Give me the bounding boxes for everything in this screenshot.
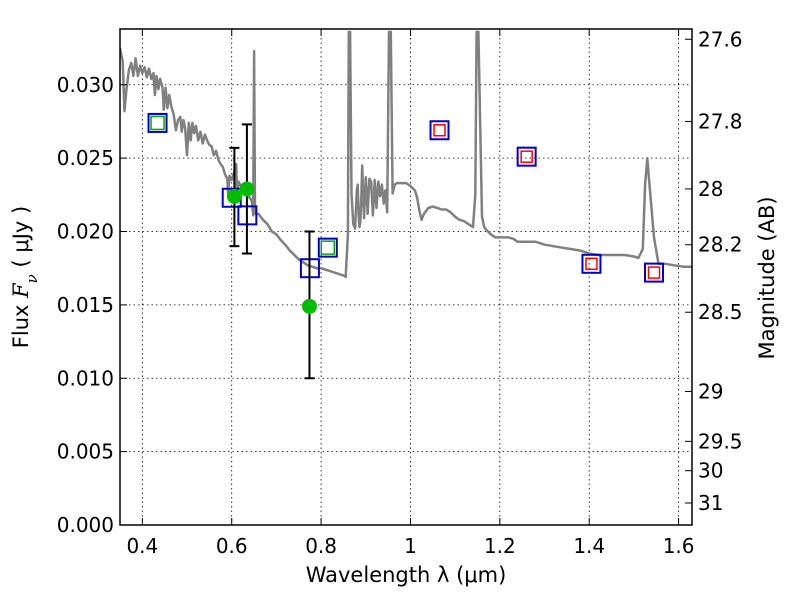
sed-model-line (120, 30, 692, 279)
red-inner-square (585, 257, 598, 271)
y2-tick-label: 31 (698, 491, 723, 515)
y-tick-label: 0.020 (57, 220, 114, 244)
y2-tick-label: 28.5 (698, 300, 743, 324)
plot-area (120, 30, 692, 380)
y2-tick-label: 27.6 (698, 27, 743, 51)
y-tick-label: 0.025 (57, 146, 114, 170)
y2-tick-label: 30 (698, 459, 723, 483)
x-axis-label: Wavelength λ (μm) (306, 563, 507, 587)
y2-tick-label: 28 (698, 177, 723, 201)
red-inner-square (520, 150, 533, 163)
x-tick-label: 0.6 (216, 534, 248, 558)
y-axis-label-prefix: Flux (9, 298, 33, 348)
y2-tick-label: 28.2 (698, 233, 743, 257)
y-axis-label-subscript: ν (23, 274, 41, 283)
y2-axis-label: Magnitude (AB) (755, 196, 779, 359)
observed-point (301, 298, 317, 314)
red-inner-square (647, 266, 661, 279)
y-axis-label-unit: ( μJy ) (9, 206, 33, 274)
model-photometry-square (317, 237, 338, 258)
observed-point (226, 188, 242, 204)
x-tick-label: 0.8 (305, 534, 337, 558)
model-photometry-square (516, 146, 537, 167)
red-inner-square (433, 124, 446, 137)
y-tick-label: 0.010 (57, 366, 114, 390)
y2-tick-label: 29 (698, 379, 723, 403)
y2-tick-label: 29.5 (698, 429, 743, 453)
y-tick-label: 0.000 (57, 513, 114, 537)
y-tick-label: 0.015 (57, 293, 114, 317)
observed-point (239, 181, 255, 197)
model-photometry-square (644, 262, 665, 283)
x-tick-label: 1 (404, 534, 417, 558)
model-photometry-square (581, 253, 602, 274)
green-inner-square (150, 115, 165, 131)
model-photometry-square (429, 120, 450, 141)
x-tick-label: 1.6 (663, 534, 695, 558)
x-tick-label: 0.4 (126, 534, 158, 558)
plot-frame (119, 28, 693, 526)
x-tick-label: 1.4 (573, 534, 605, 558)
y-axis-label: Flux Fν ( μJy ) (9, 206, 41, 348)
y-tick-label: 0.005 (57, 440, 114, 464)
grid-lines (120, 29, 692, 526)
green-inner-square (320, 240, 336, 255)
y-tick-label: 0.030 (57, 73, 114, 97)
y-axis-label-symbol: F (9, 282, 33, 299)
x-tick-label: 1.2 (484, 534, 516, 558)
axis-ticks: 0.4 0.6 0.8 1 1.2 1.4 1.6 0.000 0.005 0.010 0.015 0… (57, 27, 743, 558)
y2-tick-label: 27.8 (698, 109, 743, 133)
model-photometry-square (147, 112, 168, 133)
